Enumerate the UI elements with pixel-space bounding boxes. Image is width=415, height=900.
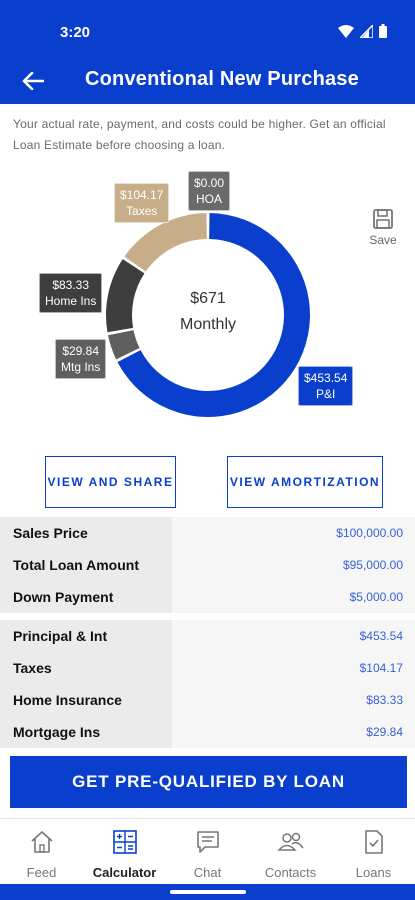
disclaimer-text: Your actual rate, payment, and costs cou… [13, 117, 386, 152]
callout-taxes-value: $104.17 [120, 188, 164, 202]
chat-icon [196, 831, 219, 853]
wifi-icon [338, 24, 354, 38]
home-icon [30, 831, 53, 853]
row-label: Mortgage Ins [0, 716, 172, 748]
row-value: $83.33 [172, 684, 415, 716]
gesture-area [0, 884, 415, 900]
nav-item-contacts[interactable]: Contacts [249, 827, 332, 880]
app-header: Conventional New Purchase [0, 62, 415, 104]
status-bar: 3:20 [0, 0, 415, 62]
view-amortization-button[interactable]: VIEW AMORTIZATION [227, 456, 383, 508]
callout-hoa-label: HOA [196, 192, 223, 206]
view-and-share-button[interactable]: VIEW AND SHARE [45, 456, 176, 508]
nav-label: Feed [26, 865, 57, 880]
row-value: $453.54 [172, 620, 415, 652]
table-row: Down Payment $5,000.00 [0, 581, 415, 613]
row-label: Sales Price [0, 517, 172, 549]
callout-home-ins: $83.33 Home Ins [39, 273, 103, 313]
get-pre-qualified-button[interactable]: GET PRE-QUALIFIED BY LOAN [10, 756, 407, 808]
row-value: $100,000.00 [172, 517, 415, 549]
bottom-nav: Feed Calculator Chat [0, 818, 415, 884]
table-row: Mortgage Ins $29.84 [0, 716, 415, 748]
row-label: Total Loan Amount [0, 549, 172, 581]
callout-mtg-ins-value: $29.84 [62, 344, 100, 358]
status-time: 3:20 [60, 24, 91, 41]
callout-hoa-value: $0.00 [194, 176, 225, 190]
nav-label: Loans [355, 865, 392, 880]
row-value: $95,000.00 [172, 549, 415, 581]
payment-breakdown-table: Principal & Int $453.54 Taxes $104.17 Ho… [0, 620, 415, 748]
nav-label: Chat [193, 865, 222, 880]
calculator-icon [112, 830, 137, 854]
callout-mtg-ins-label: Mtg Ins [61, 360, 101, 374]
callout-home-ins-label: Home Ins [45, 294, 97, 308]
nav-item-feed[interactable]: Feed [0, 827, 83, 880]
donut-svg [106, 213, 310, 417]
loan-summary-table: Sales Price $100,000.00 Total Loan Amoun… [0, 517, 415, 613]
donut-slice-taxes [124, 213, 207, 272]
contacts-icon [276, 832, 304, 851]
callout-hoa: $0.00 HOA [188, 171, 231, 211]
status-icons [338, 24, 387, 38]
callout-mtg-ins: $29.84 Mtg Ins [55, 339, 107, 379]
callout-home-ins-value: $83.33 [52, 278, 90, 292]
row-value: $104.17 [172, 652, 415, 684]
donut-slice-mtg-ins [108, 330, 140, 360]
donut-slice-home-ins [106, 259, 145, 333]
payment-donut-chart: $671 Monthly $104.17 Taxes $0.00 HOA $83… [0, 160, 415, 450]
table-row: Home Insurance $83.33 [0, 684, 415, 716]
signal-icon [360, 24, 373, 38]
callout-pi: $453.54 P&I [298, 366, 354, 406]
nav-label: Calculator [92, 865, 157, 880]
row-value: $29.84 [172, 716, 415, 748]
gesture-handle[interactable] [170, 890, 246, 894]
table-row: Taxes $104.17 [0, 652, 415, 684]
save-button[interactable]: Save [366, 208, 400, 247]
callout-taxes-label: Taxes [126, 204, 158, 218]
battery-icon [379, 24, 387, 38]
table-row: Principal & Int $453.54 [0, 620, 415, 652]
floppy-disk-icon [373, 209, 393, 229]
callout-pi-label: P&I [316, 387, 336, 401]
table-row: Total Loan Amount $95,000.00 [0, 549, 415, 581]
chart-center-amount: $671 [190, 290, 226, 307]
nav-item-loans[interactable]: Loans [332, 827, 415, 880]
nav-label: Contacts [264, 865, 317, 880]
row-label: Home Insurance [0, 684, 172, 716]
back-button[interactable] [18, 66, 48, 96]
chart-center-label: Monthly [179, 316, 237, 333]
row-value: $5,000.00 [172, 581, 415, 613]
callout-pi-value: $453.54 [304, 371, 348, 385]
row-label: Principal & Int [0, 620, 172, 652]
nav-item-chat[interactable]: Chat [166, 827, 249, 880]
row-label: Taxes [0, 652, 172, 684]
callout-taxes: $104.17 Taxes [114, 183, 170, 223]
table-row: Sales Price $100,000.00 [0, 517, 415, 549]
document-icon [364, 830, 383, 854]
save-label: Save [369, 233, 397, 247]
page-title: Conventional New Purchase [85, 68, 359, 90]
row-label: Down Payment [0, 581, 172, 613]
back-arrow-icon [22, 72, 44, 90]
nav-item-calculator[interactable]: Calculator [83, 827, 166, 880]
